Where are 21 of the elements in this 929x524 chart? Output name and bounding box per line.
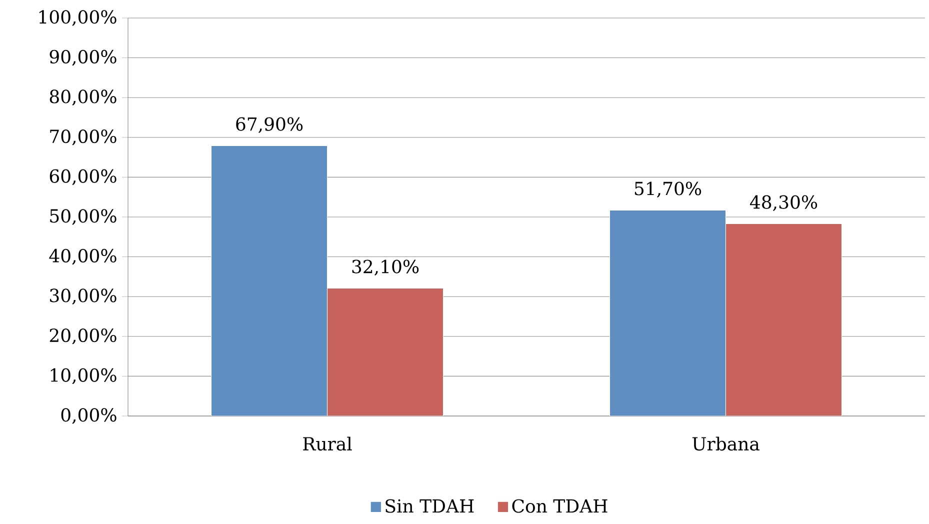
bar <box>326 288 444 416</box>
y-tick-label: 70,00% <box>50 129 116 146</box>
y-tick-label: 60,00% <box>50 169 116 186</box>
y-tick-label: 50,00% <box>50 209 116 225</box>
y-tick-label: 100,00% <box>39 10 116 26</box>
y-tick-label: 40,00% <box>49 248 116 265</box>
y-tick-label: 20,00% <box>50 328 116 344</box>
x-tick-label: Urbana <box>692 436 760 451</box>
data-label: 48,30% <box>750 195 818 212</box>
y-tick-label: 10,00% <box>50 368 116 384</box>
y-tick-label: 80,00% <box>50 90 116 106</box>
data-label: 51,70% <box>634 182 702 198</box>
data-label: 32,10% <box>352 260 419 276</box>
bar <box>725 223 842 416</box>
legend-label: Con TDAH <box>512 499 608 513</box>
data-label: 67,90% <box>236 117 303 134</box>
y-tick-label: 30,00% <box>50 288 116 304</box>
legend-label: Sin TDAH <box>386 499 474 513</box>
y-tick-label: 90,00% <box>50 50 116 66</box>
y-tick-label: 0,00% <box>61 408 116 424</box>
x-tick-label: Rural <box>303 436 352 451</box>
